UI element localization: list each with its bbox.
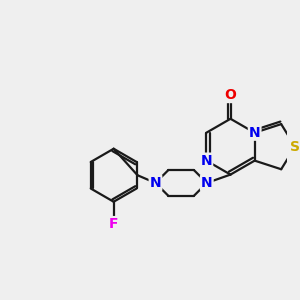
Text: F: F [109,217,118,231]
Text: S: S [290,140,300,154]
Text: N: N [200,154,212,168]
Text: N: N [249,126,260,140]
Text: N: N [201,176,213,190]
Text: O: O [225,88,236,102]
Text: N: N [150,176,161,190]
